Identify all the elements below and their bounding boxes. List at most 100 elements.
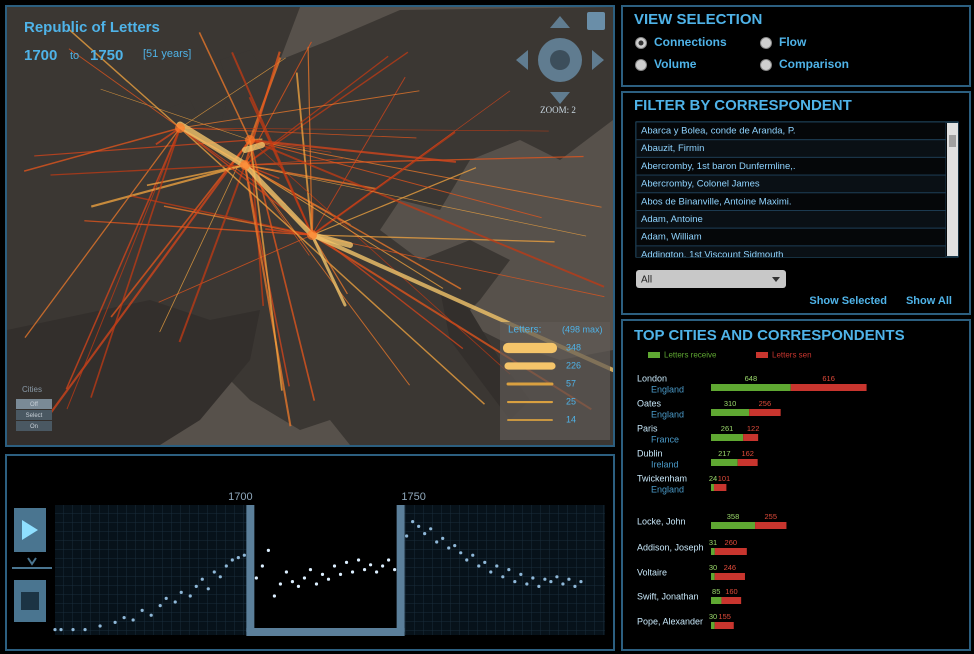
flow-line: [249, 139, 283, 391]
hub: [245, 135, 255, 145]
scroll-thumb[interactable]: [949, 135, 956, 147]
year-point: [543, 577, 547, 581]
value-label: 648: [745, 374, 758, 383]
radio-label[interactable]: Volume: [654, 57, 697, 71]
scrollbar[interactable]: [947, 123, 958, 256]
year-point: [380, 564, 385, 568]
year-point: [501, 575, 505, 579]
bar: [755, 522, 787, 529]
value-label: 358: [727, 512, 740, 521]
flow-line: [242, 162, 315, 238]
nav-control[interactable]: [516, 16, 604, 104]
radio-label[interactable]: Connections: [654, 35, 727, 49]
year-point: [131, 618, 135, 622]
value-label: 101: [718, 474, 731, 483]
bar: [711, 522, 756, 529]
legend-value: 25: [566, 396, 576, 406]
flow-line: [179, 127, 549, 132]
legend-title: Letters:: [508, 325, 541, 336]
pan-center[interactable]: [550, 50, 570, 70]
speed-slider[interactable]: [12, 557, 52, 569]
cities-option-label: Off: [30, 402, 38, 408]
year-point: [489, 570, 493, 574]
year-point: [561, 582, 565, 586]
list-item[interactable]: Abauzit, Firmin: [641, 143, 704, 154]
category-label: Twickenham: [637, 473, 687, 483]
end-year: 1750: [90, 47, 123, 64]
year-point: [302, 576, 307, 580]
radio-label[interactable]: Flow: [779, 35, 807, 49]
category-label: Locke, John: [637, 516, 686, 526]
zoom-label: ZOOM: 2: [540, 105, 576, 115]
bar: [749, 409, 781, 416]
year-point: [224, 564, 228, 568]
year-point: [338, 572, 343, 577]
list-item[interactable]: Addington, 1st Viscount Sidmouth: [641, 249, 783, 260]
year-point: [368, 563, 373, 567]
year-point: [495, 564, 499, 568]
year-point: [362, 568, 367, 572]
view-options: Connections Flow Volume Comparison: [635, 35, 849, 71]
legend-box: [500, 322, 610, 440]
radio-label[interactable]: Comparison: [779, 57, 849, 71]
flow-line: [244, 164, 444, 289]
show-all-button[interactable]: Show All: [906, 295, 952, 307]
stop-icon: [21, 592, 39, 610]
year-point: [212, 570, 216, 574]
list-item[interactable]: Abarca y Bolea, conde de Aranda, P.: [641, 126, 796, 137]
year-point: [179, 590, 183, 595]
bar: [743, 434, 759, 441]
start-year: 1700: [24, 47, 57, 64]
list-item[interactable]: Adam, William: [641, 232, 702, 243]
radio[interactable]: [760, 59, 772, 71]
bar: [711, 597, 722, 604]
top-title: TOP CITIES AND CORRESPONDENTS: [634, 327, 905, 344]
flow-line: [159, 139, 251, 333]
year-point: [441, 536, 445, 541]
hub: [307, 230, 317, 240]
year-point: [230, 558, 234, 562]
year-point: [356, 558, 361, 562]
flow-line: [249, 138, 457, 163]
selection-bar[interactable]: [246, 628, 405, 636]
year-point: [537, 584, 541, 589]
list-row[interactable]: [636, 245, 946, 264]
cities-option[interactable]: [16, 410, 52, 420]
list-items: Abarca y Bolea, conde de Aranda, P. Abauz…: [636, 122, 946, 264]
selection-handle[interactable]: [246, 505, 255, 632]
list-item[interactable]: Abos de Binanville, Antoine Maximi.: [641, 196, 792, 207]
category-label: London: [637, 373, 667, 383]
year-point: [71, 628, 75, 632]
category-sublabel: England: [651, 384, 684, 394]
year-point: [242, 553, 246, 557]
radio[interactable]: [760, 37, 772, 49]
cities-option[interactable]: [16, 421, 52, 431]
year-point: [140, 608, 144, 613]
flow-line: [310, 233, 347, 307]
radio[interactable]: [635, 59, 647, 71]
category-label: Swift, Jonathan: [637, 591, 699, 601]
fullscreen-button[interactable]: [587, 12, 605, 30]
year-point: [393, 568, 397, 572]
year-point: [374, 570, 379, 574]
list-item[interactable]: Abercromby, 1st baron Dunfermline,.: [641, 161, 796, 172]
cities-option[interactable]: [16, 399, 52, 409]
year-point: [429, 527, 433, 531]
year-point: [83, 628, 87, 632]
list-item[interactable]: Abercromby, Colonel James: [641, 179, 760, 190]
legend-label: Letters receive: [664, 351, 717, 360]
radio-dot: [638, 40, 644, 46]
dropdown[interactable]: [636, 270, 786, 288]
selection-handle[interactable]: [396, 505, 405, 632]
year-point: [320, 572, 325, 577]
year-point: [53, 628, 57, 632]
year-point: [405, 534, 409, 538]
year-point: [149, 613, 153, 617]
show-selected-button[interactable]: Show Selected: [809, 295, 887, 307]
year-point: [519, 572, 523, 577]
value-label: 30: [709, 563, 717, 572]
list-item[interactable]: Adam, Antoine: [641, 214, 703, 225]
flow-line: [24, 127, 181, 339]
flow-line: [244, 164, 280, 180]
flow-line: [244, 164, 587, 237]
